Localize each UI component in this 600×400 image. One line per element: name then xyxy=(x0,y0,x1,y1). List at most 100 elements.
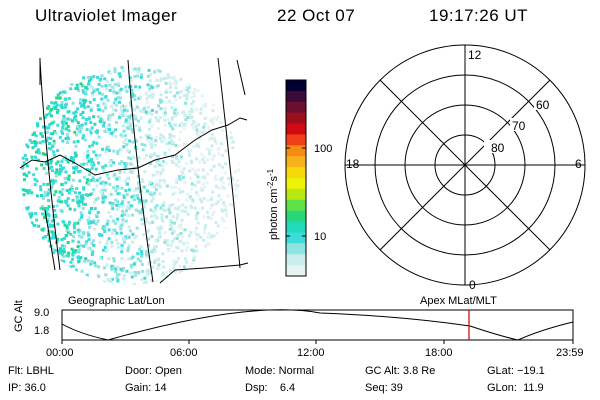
uv-pixel xyxy=(132,156,136,159)
uv-pixel xyxy=(172,266,176,270)
uv-pixel xyxy=(67,174,71,178)
uv-pixel xyxy=(194,172,198,176)
uv-pixel xyxy=(66,110,70,114)
time-tick-1800: 18:00 xyxy=(425,347,453,359)
uv-pixel xyxy=(132,262,136,266)
uv-pixel xyxy=(77,129,81,133)
uv-pixel xyxy=(52,193,56,197)
uv-pixel xyxy=(92,115,96,119)
uv-pixel xyxy=(66,197,70,201)
uv-pixel xyxy=(114,128,118,132)
glon-readout: GLon: 11.9 xyxy=(487,382,544,394)
uv-pixel xyxy=(153,165,157,169)
uv-pixel xyxy=(108,89,112,92)
uv-pixel xyxy=(25,174,29,178)
uv-pixel xyxy=(151,95,155,99)
uv-pixel xyxy=(67,191,71,195)
uv-pixel xyxy=(135,271,139,275)
uv-pixel xyxy=(212,234,216,238)
uv-pixel xyxy=(66,117,70,121)
uv-pixel xyxy=(68,187,72,191)
uv-pixel xyxy=(131,232,135,236)
uv-pixel xyxy=(145,253,148,257)
uv-pixel xyxy=(175,157,179,161)
uv-pixel xyxy=(65,228,69,232)
uv-pixel xyxy=(194,108,198,112)
uv-pixel xyxy=(203,116,207,120)
uv-pixel xyxy=(174,143,178,147)
uv-pixel xyxy=(184,162,188,166)
uv-pixel xyxy=(172,141,175,145)
uv-pixel xyxy=(116,175,120,179)
uv-pixel xyxy=(180,218,184,222)
uv-pixel xyxy=(153,245,157,249)
uv-pixel xyxy=(174,79,178,83)
uv-pixel xyxy=(72,140,76,144)
color-scale-segment xyxy=(286,199,306,212)
uv-pixel xyxy=(131,240,135,244)
uv-pixel xyxy=(217,194,221,198)
uv-pixel xyxy=(81,89,85,93)
color-scale-segment xyxy=(286,123,306,135)
uv-pixel xyxy=(118,162,121,166)
uv-pixel xyxy=(142,201,146,205)
uv-pixel xyxy=(189,176,193,180)
uv-pixel xyxy=(142,107,146,111)
uv-pixel xyxy=(92,140,96,144)
uv-pixel xyxy=(107,210,111,214)
uv-pixel xyxy=(71,156,75,160)
uv-pixel xyxy=(87,237,91,241)
uv-pixel xyxy=(49,179,53,183)
uv-pixel xyxy=(214,178,218,181)
uv-pixel xyxy=(131,213,135,217)
uv-pixel xyxy=(116,217,120,221)
uv-pixel xyxy=(171,127,175,131)
time-tick-1200: 12:00 xyxy=(297,347,325,359)
uv-pixel xyxy=(53,249,57,252)
uv-pixel xyxy=(104,273,108,277)
uv-pixel xyxy=(180,155,183,159)
uv-pixel xyxy=(46,182,50,186)
uv-pixel xyxy=(78,179,82,183)
uv-pixel xyxy=(187,90,191,94)
uv-pixel xyxy=(185,260,189,264)
uv-pixel xyxy=(130,94,134,98)
uv-pixel xyxy=(70,156,74,160)
uv-pixel xyxy=(161,219,165,223)
uv-pixel xyxy=(103,130,107,133)
uv-pixel xyxy=(148,180,152,184)
uv-pixel xyxy=(165,239,169,243)
uv-pixel xyxy=(150,112,154,116)
uv-pixel xyxy=(144,250,148,254)
uv-pixel xyxy=(173,269,177,273)
uv-pixel xyxy=(119,133,123,137)
uv-pixel xyxy=(148,162,152,165)
uv-pixel xyxy=(94,222,98,226)
uv-pixel xyxy=(140,255,143,258)
uv-pixel xyxy=(144,281,148,284)
uv-pixel xyxy=(139,116,143,120)
uv-pixel xyxy=(180,209,184,213)
uv-pixel xyxy=(127,207,131,211)
uv-pixel xyxy=(69,260,73,264)
uv-pixel xyxy=(79,113,83,116)
uv-pixel xyxy=(52,139,56,143)
uv-pixel xyxy=(153,191,157,195)
uv-pixel xyxy=(109,215,113,219)
uv-pixel xyxy=(35,150,38,154)
uv-pixel xyxy=(82,76,86,80)
uv-pixel xyxy=(112,186,116,190)
uv-pixel xyxy=(61,139,65,143)
uv-pixel xyxy=(102,169,106,173)
uv-pixel xyxy=(186,192,189,196)
uv-pixel xyxy=(122,145,126,149)
mlt-label-6: 6 xyxy=(575,157,582,171)
uv-pixel xyxy=(111,207,115,211)
uv-pixel xyxy=(86,259,90,263)
uv-pixel xyxy=(93,261,97,265)
uv-pixel xyxy=(90,93,94,97)
uv-pixel xyxy=(59,251,63,255)
uv-pixel xyxy=(129,78,133,82)
uv-pixel xyxy=(167,204,171,208)
uv-pixel xyxy=(42,207,46,211)
